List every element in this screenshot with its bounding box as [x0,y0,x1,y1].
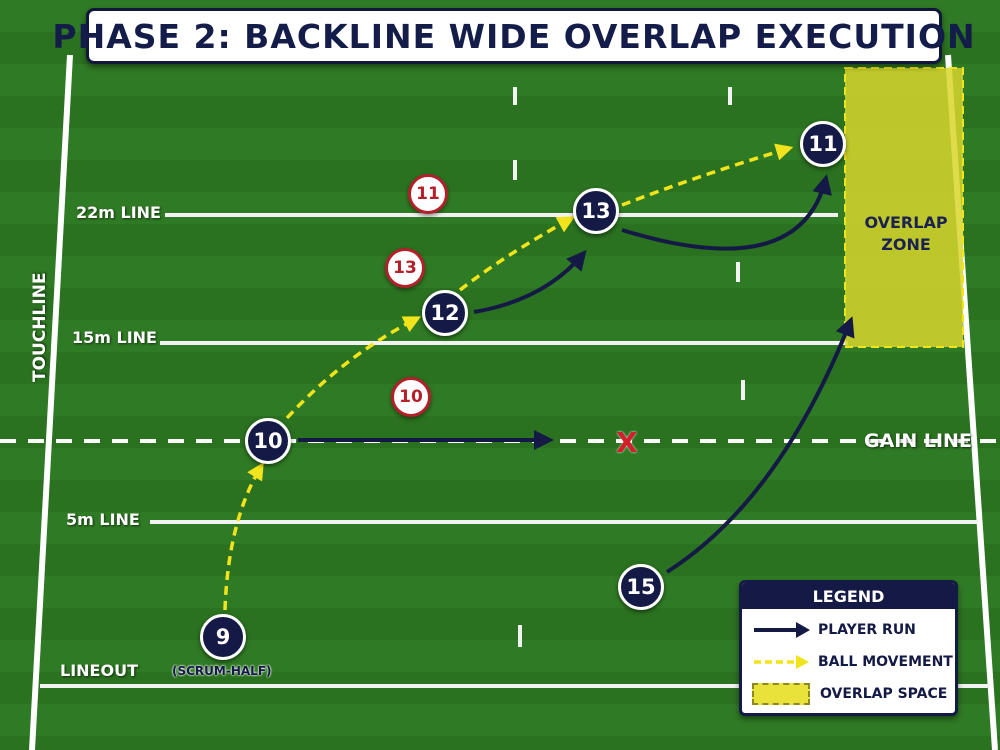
legend-row-player-run: PLAYER RUN [742,615,955,645]
legend-row-ball-movement: BALL MOVEMENT [742,647,955,677]
page-title: PHASE 2: BACKLINE WIDE OVERLAP EXECUTION [52,16,976,56]
label-touchline: TOUCHLINE [30,272,50,382]
overlap-zone [844,67,964,348]
touchline-left [29,54,73,750]
label-22m-line: 22m LINE [76,203,161,222]
attacker-9-role: (SCRUM-HALF) [172,664,272,678]
overlap-zone-label-line2: ZONE [881,235,931,254]
attacker-10: 10 [245,418,291,464]
run-13 [621,174,832,251]
hash-marks [513,87,745,647]
label-gain-line: GAIN LINE [864,430,972,452]
attacker-12: 12 [422,290,468,336]
label-5m-line: 5m LINE [66,510,140,529]
player-runs [298,174,855,574]
legend-label-overlap-space: OVERLAP SPACE [820,686,948,702]
label-15m-line: 15m LINE [72,328,157,347]
ball-movement [223,143,794,611]
legend-label-player-run: PLAYER RUN [818,622,916,638]
pass-10-12 [285,316,422,420]
legend-title: LEGEND [742,583,955,609]
dashed-arrow-icon [754,655,809,669]
legend-row-overlap-space: OVERLAP SPACE [742,679,955,709]
yellow-dashed-box-icon [752,683,810,705]
legend: LEGEND PLAYER RUN BALL MOVEMENT OVERLAP … [739,580,958,716]
run-12 [473,249,587,314]
pass-13-11 [621,143,794,207]
attacker-9: 9 [200,614,246,660]
overlap-zone-label: OVERLAP ZONE [851,212,961,256]
red-x-icon: X [616,426,638,459]
run-15 [665,316,855,574]
defender-13: 13 [385,248,425,288]
pass-9-10 [223,462,264,611]
pass-12-13 [458,216,576,292]
attacker-11: 11 [800,121,846,167]
defender-11: 11 [408,174,448,214]
overlap-zone-label-line1: OVERLAP [864,213,948,232]
title-banner: PHASE 2: BACKLINE WIDE OVERLAP EXECUTION [52,8,975,64]
label-lineout: LINEOUT [60,661,138,680]
solid-arrow-icon [754,622,810,638]
defender-10: 10 [391,377,431,417]
attacker-13: 13 [573,188,619,234]
legend-label-ball-movement: BALL MOVEMENT [818,654,953,670]
attacker-15: 15 [618,564,664,610]
